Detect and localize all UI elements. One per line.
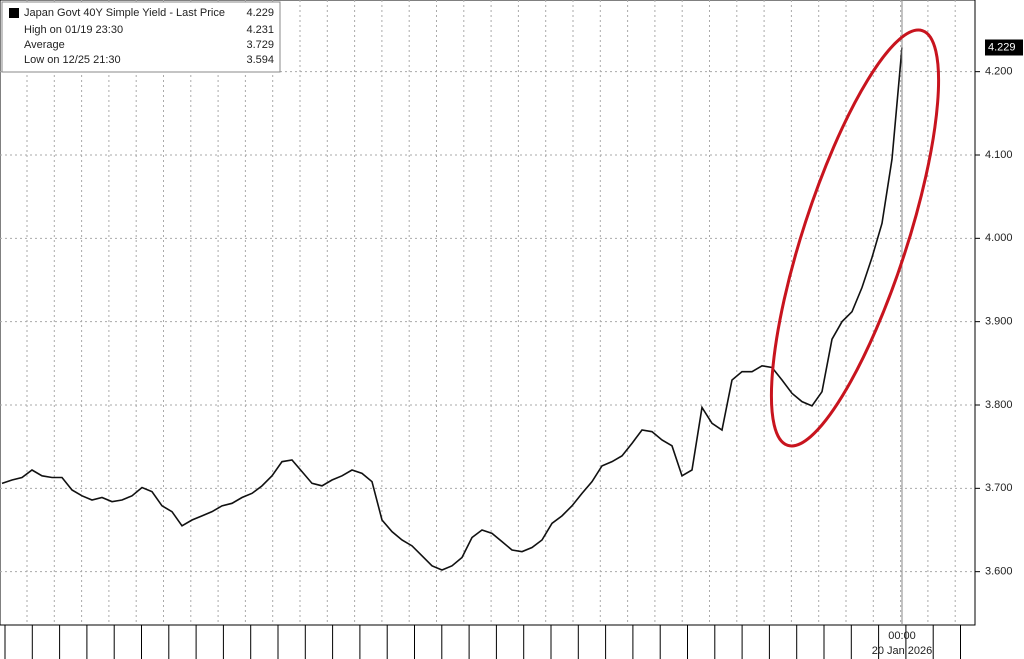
legend-box xyxy=(1,1,281,73)
y-tick-label: 4.200 xyxy=(985,66,1013,78)
last-price-label: 4.229 xyxy=(988,41,1016,53)
plot-area xyxy=(0,0,976,626)
x-date-label: 20 Jan 2026 xyxy=(872,645,933,657)
legend-title: Japan Govt 40Y Simple Yield - Last Price xyxy=(24,7,225,19)
legend-value: 3.729 xyxy=(246,39,274,51)
legend-swatch xyxy=(9,8,19,18)
legend-value: 3.594 xyxy=(246,54,274,66)
y-tick-label: 3.900 xyxy=(985,316,1013,328)
highlight-ellipse xyxy=(769,28,941,448)
y-tick-label: 3.700 xyxy=(985,482,1013,494)
legend: Japan Govt 40Y Simple Yield - Last Price… xyxy=(1,1,281,73)
price-line xyxy=(1,47,903,571)
legend-value: 4.231 xyxy=(246,24,274,36)
y-tick-label: 3.800 xyxy=(985,399,1013,411)
y-tick-label: 3.600 xyxy=(985,566,1013,578)
legend-value: 4.229 xyxy=(246,7,274,19)
x-grid xyxy=(4,0,961,659)
y-tick-label: 4.100 xyxy=(985,149,1013,161)
x-tick-label: 00:00 xyxy=(888,630,916,642)
legend-label: Low on 12/25 21:30 xyxy=(24,54,121,66)
legend-label: High on 01/19 23:30 xyxy=(24,24,123,36)
legend-label: Average xyxy=(24,39,65,51)
last-price-tag xyxy=(985,39,1023,56)
y-tick-label: 4.000 xyxy=(985,232,1013,244)
